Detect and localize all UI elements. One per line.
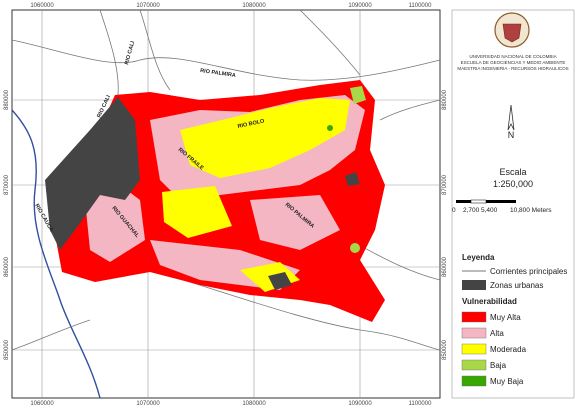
legend-swatch	[461, 359, 487, 371]
river-label: RIO PALMIRA	[200, 68, 236, 79]
river	[379, 99, 441, 121]
urban-zone	[45, 97, 140, 250]
legend-label: Baja	[490, 361, 507, 370]
scale-segment	[486, 200, 516, 203]
vulnerability-zones	[45, 80, 385, 322]
rivers	[11, 9, 441, 399]
coord-label: 850000	[442, 339, 448, 360]
zone-baja	[350, 86, 366, 104]
legend-label: Alta	[490, 329, 504, 338]
zone-baja	[350, 243, 360, 253]
scale-ratio: 1:250,000	[493, 179, 533, 189]
legend-swatch	[461, 327, 487, 339]
coord-label: 1090000	[348, 3, 372, 9]
zone-moderada	[162, 186, 232, 238]
scale-segment	[470, 199, 487, 204]
zone-alta	[85, 185, 145, 262]
coord-label: 1080000	[242, 401, 266, 406]
zone-alta	[250, 195, 340, 250]
scale-tick: 10,800 Meters	[510, 207, 552, 214]
river	[139, 9, 171, 91]
coord-label: 1070000	[136, 3, 160, 9]
legend-label: Moderada	[490, 345, 527, 354]
institution-line: MAESTRIA INGENIERIA - RECURSOS HIDRAULIC…	[457, 66, 568, 71]
vulnerability-title: Vulnerabilidad	[462, 297, 517, 306]
coord-label: 1060000	[30, 3, 54, 9]
scale-tick: 2,700	[463, 207, 480, 214]
zone-muy-baja	[327, 125, 333, 131]
coord-label: 860000	[4, 256, 10, 277]
scale-bar	[456, 199, 516, 204]
coord-label: 1060000	[30, 401, 54, 406]
coordinates: 1060000 1070000 1080000 1090000 1100000 …	[4, 3, 448, 406]
coord-label: 880000	[4, 89, 10, 110]
north-arrow	[507, 104, 515, 131]
zone-moderada	[180, 98, 350, 178]
scale-title: Escala	[499, 167, 526, 177]
emblem-shield	[502, 23, 522, 43]
legend-title: Leyenda	[462, 253, 495, 262]
institution-line: ESCUELA DE GEOCIENCIAS Y MEDIO AMBIENTE	[461, 60, 566, 65]
legend-label: Muy Baja	[490, 377, 524, 386]
river	[299, 9, 361, 76]
emblem	[494, 12, 530, 48]
legend-swatch	[461, 311, 487, 323]
institution-line: UNIVERSIDAD NACIONAL DE COLOMBIA	[469, 54, 556, 59]
coord-label: 880000	[442, 89, 448, 110]
legend-label: Muy Alta	[490, 313, 521, 322]
coord-label: 860000	[442, 256, 448, 277]
urban-zone	[268, 272, 292, 290]
river	[149, 269, 441, 351]
coord-label: 1100000	[409, 401, 433, 406]
legend-label: Zonas urbanas	[490, 281, 543, 290]
river	[11, 39, 441, 81]
coord-label: 870000	[4, 174, 10, 195]
coord-label: 850000	[4, 339, 10, 360]
scale-tick: 0	[452, 207, 456, 214]
legend-swatch	[461, 375, 487, 387]
scale-segment	[456, 200, 471, 203]
river	[11, 319, 91, 351]
legend-label: Corrientes principales	[490, 267, 567, 276]
coord-label: 1100000	[409, 3, 433, 9]
north-label: N	[508, 130, 515, 140]
coord-label: 1090000	[348, 401, 372, 406]
river-label: RIO BOLO	[237, 118, 266, 130]
river	[11, 109, 101, 399]
vulnerability-legend: Muy Alta Alta Moderada Baja Muy Baja	[461, 311, 527, 387]
river	[99, 9, 119, 96]
legend-swatch	[461, 343, 487, 355]
coord-label: 1070000	[136, 401, 160, 406]
coord-label: 870000	[442, 174, 448, 195]
urban-zone	[345, 172, 360, 186]
legend-urban-symbol	[462, 280, 486, 290]
scale-tick: 5,400	[481, 207, 498, 214]
coord-label: 1080000	[242, 3, 266, 9]
